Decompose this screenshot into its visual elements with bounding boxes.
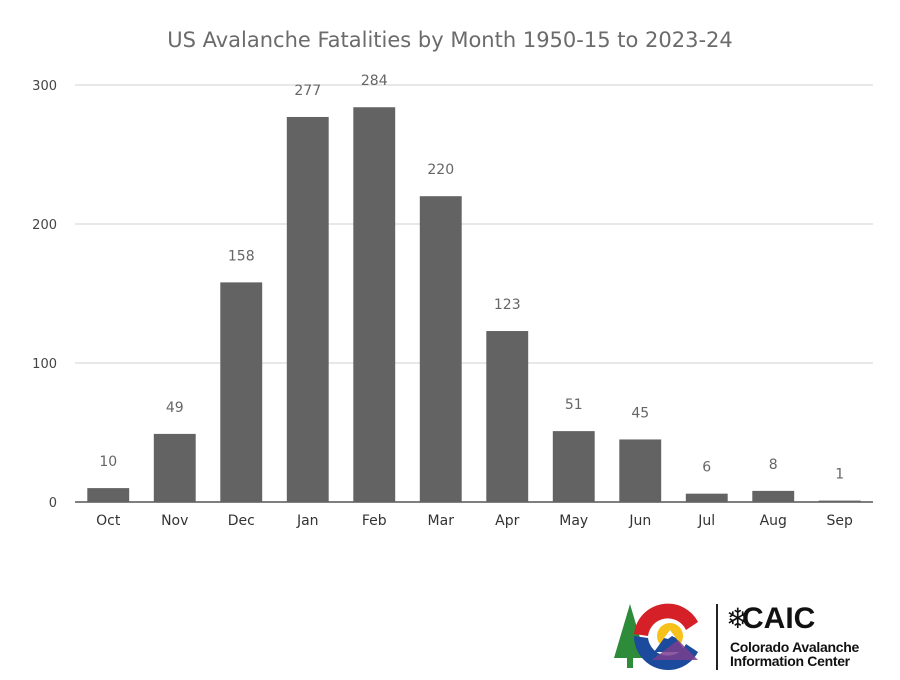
x-tick-label-mar: Mar xyxy=(428,513,455,529)
x-tick-label-nov: Nov xyxy=(161,513,188,529)
chart-title: US Avalanche Fatalities by Month 1950-15… xyxy=(167,28,733,52)
bar-may xyxy=(552,431,595,502)
x-tick-label-sep: Sep xyxy=(827,513,854,529)
data-label-may: 51 xyxy=(565,397,583,413)
data-label-jun: 45 xyxy=(631,405,649,421)
data-label-apr: 123 xyxy=(494,297,521,313)
caic-logo: ❄ CAIC Colorado Avalanche Information Ce… xyxy=(612,600,900,675)
x-tick-label-aug: Aug xyxy=(760,513,787,529)
bar-jan xyxy=(286,116,329,502)
bar-jun xyxy=(619,439,662,502)
y-tick-label: 200 xyxy=(32,218,57,233)
data-labels: 10 49 158 277 284 220 123 51 45 6 8 1 xyxy=(99,73,844,482)
logo-name-line2: Information Center xyxy=(730,653,850,669)
x-tick-label-feb: Feb xyxy=(362,513,387,529)
logo-name-line1: Colorado Avalanche xyxy=(730,639,859,655)
data-label-nov: 49 xyxy=(166,400,184,416)
bar-jul xyxy=(685,493,728,502)
x-tick-label-may: May xyxy=(559,513,588,529)
y-tick-label: 100 xyxy=(32,357,57,372)
y-axis-ticks: 0 100 200 300 xyxy=(32,79,57,511)
bar-apr xyxy=(486,331,529,502)
data-label-mar: 220 xyxy=(427,162,454,178)
x-axis-ticks: Oct Nov Dec Jan Feb Mar Apr May Jun Jul Aug Sep xyxy=(96,513,853,529)
bar-aug xyxy=(752,490,795,502)
gridlines xyxy=(75,84,873,503)
bar-chart: 0 100 200 300 10 49 158 277 284 220 123 51 45 6 8 1 Oc… xyxy=(32,73,873,529)
y-tick-label: 300 xyxy=(32,79,57,94)
bars xyxy=(87,107,861,503)
logo-acronym: CAIC xyxy=(742,602,816,635)
x-tick-label-dec: Dec xyxy=(228,513,255,529)
bar-nov xyxy=(153,433,196,502)
y-tick-label: 0 xyxy=(49,496,57,511)
logo-org-name: Colorado Avalanche Information Center xyxy=(730,640,859,668)
bar-sep xyxy=(818,500,861,502)
data-label-dec: 158 xyxy=(228,248,255,264)
snowflake-icon: ❄ xyxy=(726,602,750,635)
x-tick-label-jul: Jul xyxy=(697,513,715,529)
bar-oct xyxy=(87,488,130,502)
data-label-aug: 8 xyxy=(769,457,778,473)
bar-mar xyxy=(419,196,462,502)
bar-feb xyxy=(353,107,396,503)
data-label-jan: 277 xyxy=(294,83,321,99)
x-tick-label-jan: Jan xyxy=(296,513,319,529)
x-tick-label-jun: Jun xyxy=(628,513,651,529)
data-label-oct: 10 xyxy=(99,454,117,470)
data-label-jul: 6 xyxy=(702,460,711,476)
data-label-sep: 1 xyxy=(835,467,844,483)
bar-dec xyxy=(220,282,263,502)
x-tick-label-apr: Apr xyxy=(495,513,519,529)
x-tick-label-oct: Oct xyxy=(96,513,121,529)
data-label-feb: 284 xyxy=(361,73,388,89)
caic-emblem-icon xyxy=(614,603,698,670)
logo-divider xyxy=(716,604,718,670)
